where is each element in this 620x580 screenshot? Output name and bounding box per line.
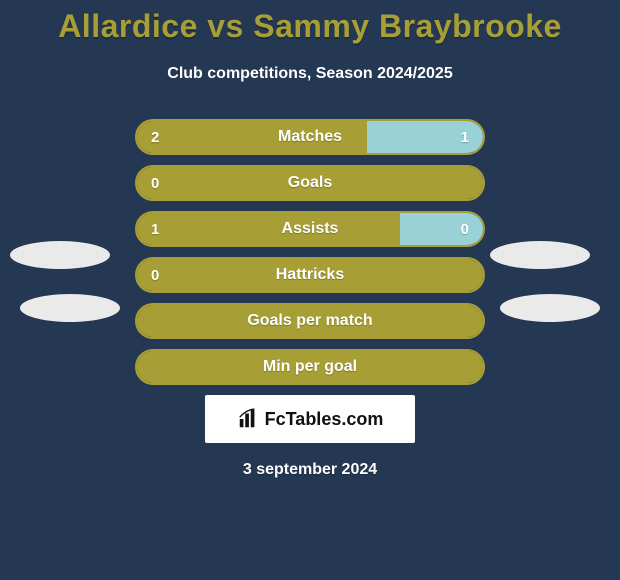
player-ellipse-left-2: [20, 294, 120, 322]
branding-badge: FcTables.com: [205, 395, 415, 443]
subtitle: Club competitions, Season 2024/2025: [0, 65, 620, 83]
stat-label: Assists: [137, 220, 483, 238]
value-right: 1: [461, 129, 469, 146]
stat-row: Goals per match: [135, 303, 485, 339]
page-title: Allardice vs Sammy Braybrooke: [0, 0, 620, 45]
value-right: 0: [461, 221, 469, 238]
player-ellipse-right-2: [500, 294, 600, 322]
stat-label: Min per goal: [137, 358, 483, 376]
date-text: 3 september 2024: [0, 461, 620, 479]
stat-label: Matches: [137, 128, 483, 146]
player-ellipse-left-1: [10, 241, 110, 269]
stat-label: Goals: [137, 174, 483, 192]
stat-row: 1 Assists 0: [135, 211, 485, 247]
player-ellipse-right-1: [490, 241, 590, 269]
stat-label: Goals per match: [137, 312, 483, 330]
stat-row: 0 Hattricks: [135, 257, 485, 293]
stat-row: 0 Goals: [135, 165, 485, 201]
brand-text: FcTables.com: [265, 409, 384, 430]
stat-row: 2 Matches 1: [135, 119, 485, 155]
comparison-chart: 2 Matches 1 0 Goals 1 Assists 0 0 Hattri…: [0, 119, 620, 479]
stat-label: Hattricks: [137, 266, 483, 284]
stat-row: Min per goal: [135, 349, 485, 385]
bars-icon: [237, 408, 259, 430]
